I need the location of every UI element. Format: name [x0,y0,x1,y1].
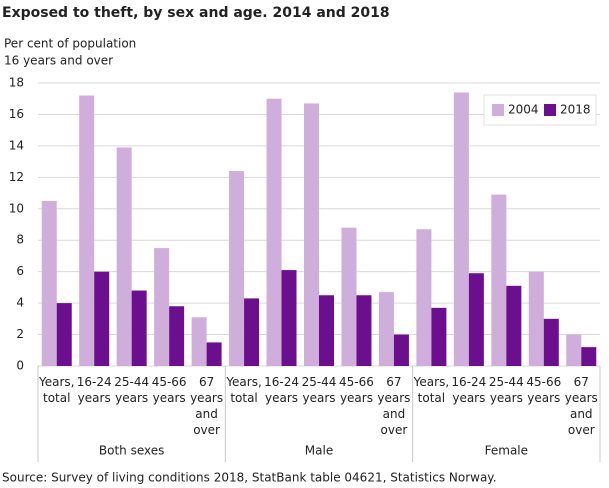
x-tick-label: 16-24 years [451,375,486,405]
x-tick-label: Years, total [225,375,261,405]
x-tick-label: 25-44 years [302,375,337,405]
x-tick-label: 67 years and over [190,375,223,437]
group-label: Female [485,444,528,458]
bar [154,248,170,366]
y-tick-label: 14 [9,138,24,152]
bar [468,273,484,366]
legend-swatch [492,104,504,116]
bar [319,295,334,366]
x-tick-label: Years, total [38,375,74,405]
group-label: Male [305,444,333,458]
bar [356,295,372,366]
y-tick-label: 2 [16,327,24,341]
bar [191,317,207,366]
y-tick-label: 4 [16,296,24,310]
group-label: Both sexes [99,444,165,458]
bar [491,194,507,366]
bar [281,270,297,366]
legend-swatch [544,104,556,116]
y-axis-label: 16 years and over [4,54,113,68]
bar [431,307,447,366]
y-tick-label: 16 [9,107,24,121]
bar [393,334,409,366]
legend-label: 2004 [508,103,539,117]
bar [116,147,132,366]
chart-title: Exposed to theft, by sex and age. 2014 a… [2,5,390,21]
legend-label: 2018 [560,103,591,117]
bar [266,98,282,366]
bar [341,227,357,366]
bar [244,298,260,366]
x-tick-label: 25-44 years [114,375,149,405]
x-tick-label: Years, total [413,375,449,405]
x-tick-label: 45-66 years [152,375,187,405]
bar [56,303,72,366]
x-tick-label: 16-24 years [77,375,112,405]
y-tick-label: 0 [16,359,24,373]
y-tick-label: 8 [16,233,24,247]
bar [506,285,522,366]
bar [581,347,597,366]
x-tick-label: 45-66 years [526,375,561,405]
bar [229,171,245,366]
x-tick-label: 16-24 years [264,375,299,405]
bar [79,95,95,367]
bar [378,292,394,366]
bar [94,271,110,366]
x-tick-label: 25-44 years [489,375,524,405]
bar [528,271,544,366]
x-tick-label: 67 years and over [565,375,598,437]
bar [453,92,469,366]
bar [304,103,319,366]
x-tick-label: 67 years and over [377,375,410,437]
bar [566,334,582,366]
x-tick-label: 45-66 years [339,375,374,405]
y-tick-label: 10 [9,201,24,215]
y-tick-label: 12 [9,170,24,184]
source: Source: Survey of living conditions 2018… [2,471,497,485]
bar [41,200,57,366]
bar [206,342,222,366]
y-tick-label: 18 [9,76,24,90]
y-tick-label: 6 [16,264,24,278]
bar [416,229,432,366]
bar [543,318,559,366]
y-axis-label: Per cent of population [4,37,136,51]
bar [131,290,147,366]
bar [169,306,185,366]
